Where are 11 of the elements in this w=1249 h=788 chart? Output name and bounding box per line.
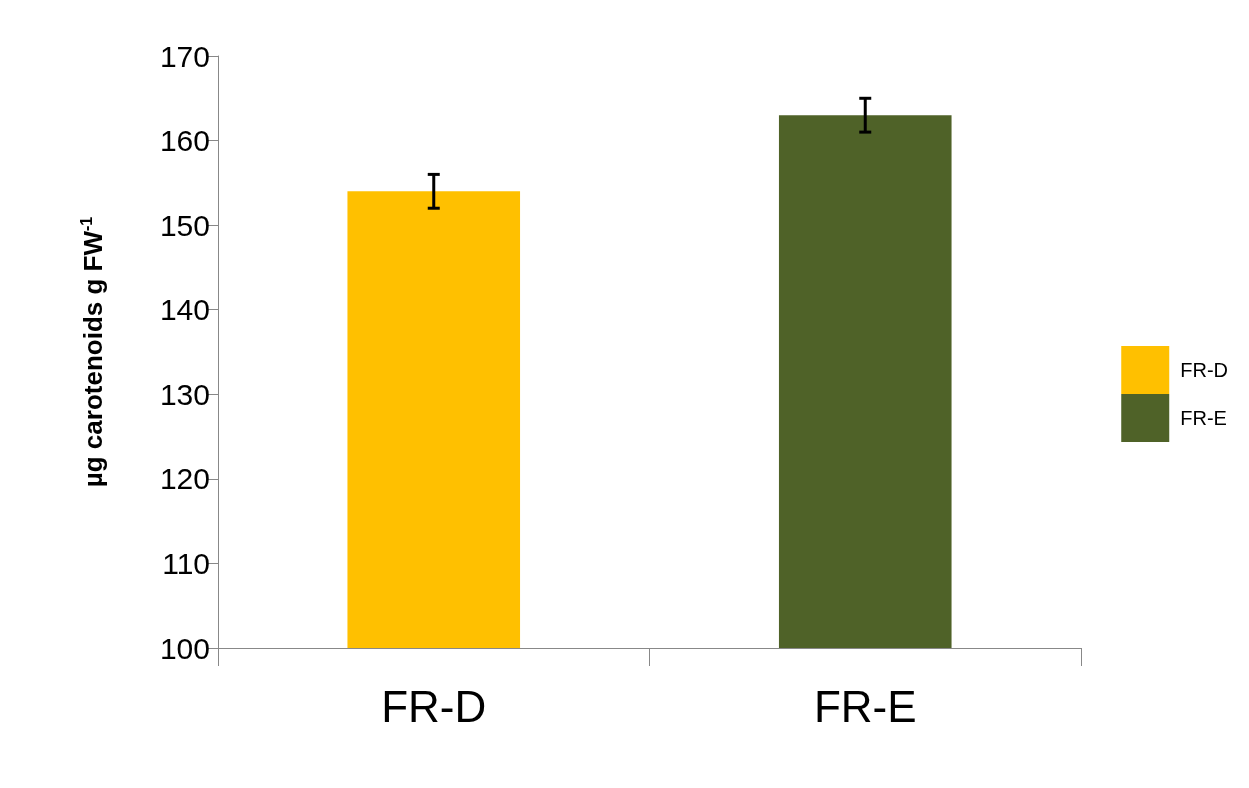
y-axis-title: µg carotenoids g FW-1 — [77, 216, 108, 488]
y-tick-label: 110 — [162, 546, 210, 580]
legend-label: FR-D — [1180, 359, 1228, 381]
y-tick-label: 160 — [159, 124, 210, 158]
y-tick-label: 140 — [159, 293, 210, 327]
y-tick-label: 130 — [159, 377, 210, 411]
y-tick-label: 100 — [159, 631, 210, 665]
y-tick-label: 120 — [159, 462, 210, 496]
y-tick-label: 170 — [159, 39, 210, 73]
y-tick-label: 150 — [159, 208, 210, 242]
legend-label: FR-E — [1180, 407, 1227, 429]
